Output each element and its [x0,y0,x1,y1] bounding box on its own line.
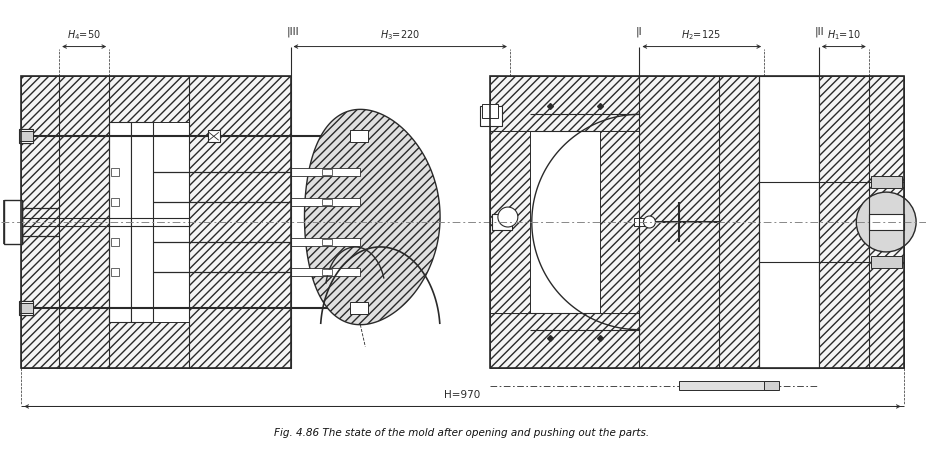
Bar [189,76,290,368]
Polygon shape [304,109,440,325]
Bar [111,268,119,276]
Text: H=970: H=970 [444,390,480,400]
Bar [640,76,719,368]
Bar [109,76,189,122]
Bar [719,76,759,368]
Text: |II: |II [815,26,824,37]
Bar [869,214,904,230]
Bar [679,380,769,390]
Bar [131,122,153,322]
Bar [290,168,361,176]
Bar [489,76,640,131]
Bar [21,76,290,368]
Bar [323,269,333,275]
Bar [759,76,819,368]
Bar [19,303,33,313]
Bar [111,168,119,176]
Bar [19,301,33,315]
Bar [59,76,109,368]
Bar [870,176,902,188]
Text: $H_1$=10: $H_1$=10 [827,28,861,42]
Bar [489,131,640,313]
Bar [489,131,530,313]
Bar [5,200,22,244]
Bar [489,76,904,368]
Bar [21,76,59,368]
Circle shape [498,207,518,227]
Bar [764,380,779,390]
Text: $H_4$=50: $H_4$=50 [68,28,101,42]
Bar [482,104,498,118]
Bar [109,322,189,368]
Bar [323,169,333,175]
Bar [19,131,33,141]
Bar [480,106,502,126]
Text: $H_3$=220: $H_3$=220 [380,28,420,42]
Bar [350,302,368,314]
Bar [600,131,640,313]
Bar [634,218,653,226]
Bar [111,198,119,206]
Text: |III: |III [286,26,299,37]
Bar [870,256,902,268]
Bar [111,238,119,246]
Bar [492,214,512,230]
Bar [290,198,361,206]
Bar [290,238,361,246]
Bar [350,130,368,142]
Bar [869,76,904,368]
Bar [109,122,131,322]
Text: |I: |I [636,26,642,37]
Circle shape [857,192,916,252]
Circle shape [643,216,655,228]
Bar [290,268,361,276]
Bar [19,129,33,143]
Bar [323,199,333,205]
Bar [489,313,640,368]
Bar [323,239,333,245]
Bar [819,76,869,368]
Text: $H_2$=125: $H_2$=125 [681,28,721,42]
Text: Fig. 4.86 The state of the mold after opening and pushing out the parts.: Fig. 4.86 The state of the mold after op… [274,429,650,439]
